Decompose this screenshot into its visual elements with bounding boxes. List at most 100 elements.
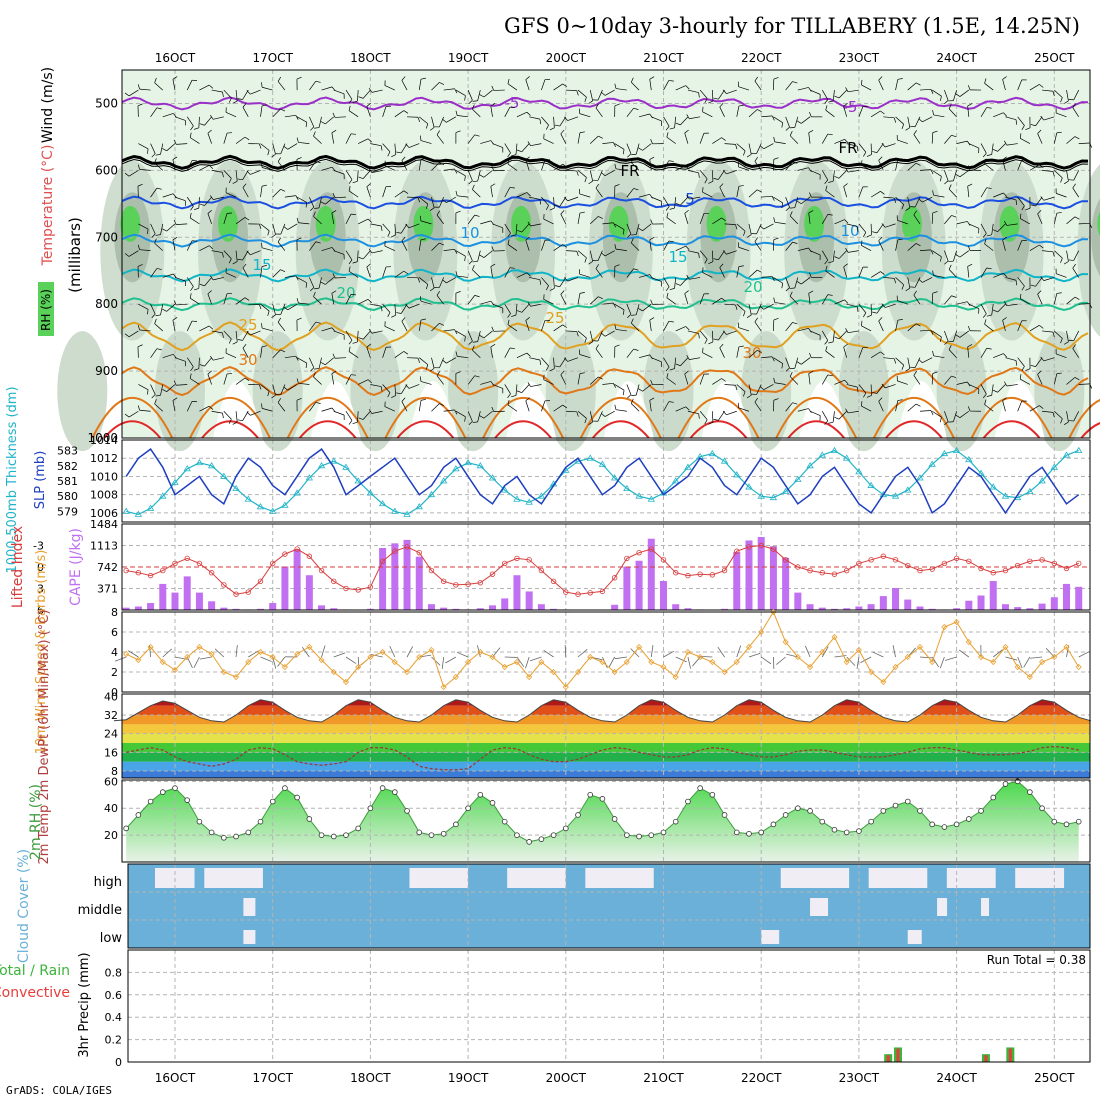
legend-total-rain: Total / Rain (0, 963, 70, 979)
wind-speed-point (562, 683, 569, 691)
wind-barb (638, 354, 650, 359)
rh-point (709, 791, 716, 798)
lifted-index-point (611, 575, 618, 581)
wind-barb (431, 197, 435, 208)
wind-barb (613, 222, 616, 228)
wind-barb (507, 233, 511, 238)
wind-barb (757, 109, 762, 113)
isotherm-line (396, 420, 455, 439)
wind-barb (773, 116, 783, 123)
isotherm-label: FR (620, 162, 639, 180)
wind-barb (491, 85, 495, 91)
wind-barb (562, 83, 568, 88)
wind-barb (348, 270, 359, 278)
wind-barb (139, 88, 151, 91)
wind-barb (597, 170, 603, 181)
wind-barb (313, 291, 316, 297)
thickness-point (708, 449, 717, 457)
wind-barb (1002, 320, 1006, 332)
wind-barb (666, 377, 676, 385)
isotherm-line (286, 397, 369, 439)
wind-barb (367, 218, 372, 223)
wind-barb (584, 337, 587, 343)
wind-barb (244, 297, 250, 301)
rh-high-region (901, 205, 922, 242)
wind-barb (172, 193, 177, 198)
wind-speed-point (452, 673, 459, 681)
wind-barb (1019, 374, 1022, 380)
wind-barb (627, 314, 632, 319)
wind-barb (680, 357, 689, 366)
wind-speed-point (709, 658, 716, 666)
wind-barb (872, 311, 878, 314)
wind-barb (881, 303, 886, 308)
wind-barb (635, 223, 640, 235)
wind-barb (712, 250, 714, 262)
thickness-point (464, 459, 472, 466)
wind-barb (490, 346, 493, 358)
wind-barb (490, 263, 496, 267)
lifted-index-point (221, 582, 227, 588)
rh-point (440, 830, 447, 837)
wind-barb (579, 354, 591, 359)
wind-barb (665, 366, 670, 372)
wind-barb (305, 362, 308, 369)
wind-speed-point (587, 653, 594, 661)
wind-barb (296, 116, 307, 123)
wind-barb (633, 107, 639, 110)
wind-barb (483, 170, 493, 178)
wind-barb (948, 269, 957, 278)
wind-barb (834, 655, 847, 658)
wind-barb (685, 326, 690, 331)
wind-barb (1019, 133, 1022, 139)
wind-barb (345, 374, 352, 385)
wind-barb (418, 320, 422, 332)
wind-barb (834, 256, 840, 259)
wind-tick: 8 (111, 606, 118, 619)
wind-barb (1025, 207, 1031, 211)
wind-barb (419, 196, 429, 205)
wind-barb (564, 116, 568, 121)
wind-barb (553, 404, 563, 412)
wind-barb (919, 329, 931, 332)
rh-point (477, 791, 484, 798)
wind-barb (687, 656, 692, 669)
wind-barb (895, 159, 899, 171)
wind-barb (483, 410, 493, 419)
wind-barb (870, 110, 881, 118)
wind-barb (154, 238, 157, 244)
precip-tick: 0.2 (105, 1034, 123, 1047)
wind-barb (801, 196, 811, 205)
wind-barb (595, 344, 599, 349)
wind-barb (507, 324, 518, 332)
wind-barb (237, 98, 243, 100)
wind-barb (1074, 216, 1080, 220)
wind-barb (789, 291, 793, 297)
wind-barb (517, 229, 522, 233)
thickness-point (855, 468, 863, 475)
wind-barb (425, 364, 429, 370)
wind-barb (176, 303, 188, 306)
wind-barb (250, 330, 261, 336)
wind-barb (789, 371, 793, 377)
wind-barb (722, 169, 727, 175)
wind-barb (754, 80, 762, 91)
rh-area (126, 781, 1079, 862)
wind-barb (905, 127, 911, 131)
wind-barb (162, 193, 174, 198)
wind-barb (1054, 89, 1063, 98)
wind-barb (736, 346, 740, 358)
thickness-point (183, 465, 191, 472)
wind-barb (940, 176, 942, 182)
wind-barb (872, 231, 878, 234)
wind-barb (843, 186, 848, 198)
wind-barb (948, 345, 952, 350)
isotherm-line (121, 366, 1089, 397)
thickness-axis-label: 1000-500mb Thickness (dm) (5, 386, 20, 573)
wind-barb (420, 398, 426, 401)
wind-barb (967, 346, 970, 358)
wind-barb (861, 240, 863, 246)
wind-barb (391, 154, 396, 158)
wind-barb (918, 359, 923, 363)
wind-barb (425, 203, 429, 209)
